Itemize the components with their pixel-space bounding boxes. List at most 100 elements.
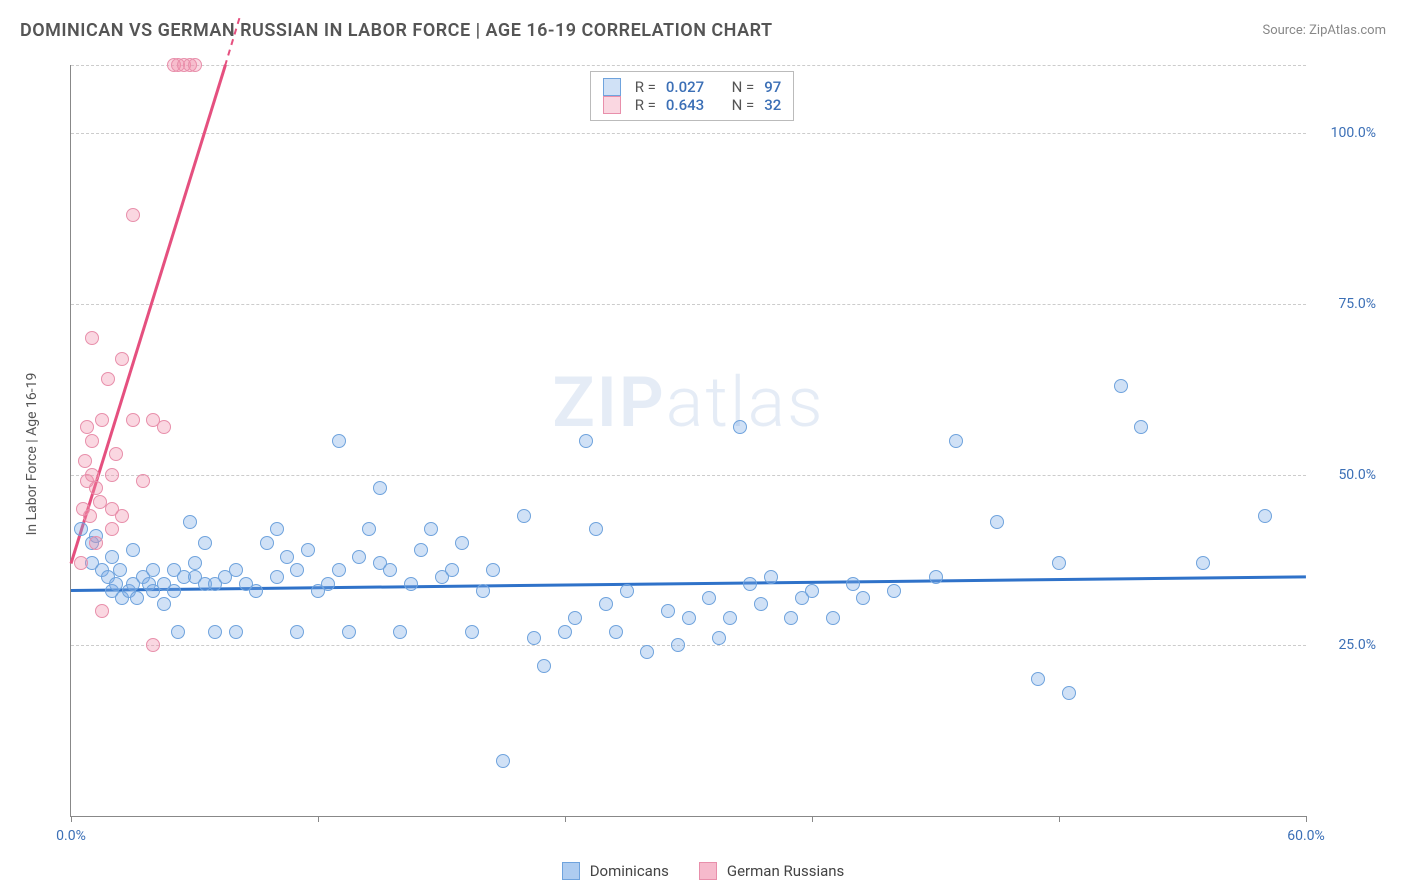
gridline <box>71 65 1306 66</box>
scatter-point <box>229 625 243 639</box>
scatter-point <box>1062 686 1076 700</box>
scatter-point <box>1114 379 1128 393</box>
scatter-point <box>856 591 870 605</box>
scatter-point <box>671 638 685 652</box>
scatter-point <box>362 522 376 536</box>
scatter-point <box>455 536 469 550</box>
scatter-point <box>85 434 99 448</box>
scatter-point <box>723 611 737 625</box>
scatter-point <box>105 468 119 482</box>
scatter-point <box>393 625 407 639</box>
scatter-point <box>1196 556 1210 570</box>
scatter-point <box>101 372 115 386</box>
x-tick <box>71 816 72 822</box>
scatter-point <box>171 625 185 639</box>
scatter-point <box>332 434 346 448</box>
watermark: ZIPatlas <box>552 362 824 444</box>
scatter-point <box>579 434 593 448</box>
swatch-blue <box>603 78 621 96</box>
scatter-point <box>784 611 798 625</box>
scatter-point <box>249 584 263 598</box>
scatter-point <box>115 352 129 366</box>
scatter-point <box>229 563 243 577</box>
scatter-point <box>113 563 127 577</box>
scatter-point <box>95 604 109 618</box>
scatter-point <box>764 570 778 584</box>
scatter-point <box>270 570 284 584</box>
scatter-point <box>80 420 94 434</box>
y-axis-title: In Labor Force | Age 16-19 <box>24 372 40 535</box>
x-tick <box>1306 816 1307 822</box>
scatter-point <box>609 625 623 639</box>
scatter-point <box>990 515 1004 529</box>
scatter-point <box>640 645 654 659</box>
scatter-point <box>188 556 202 570</box>
scatter-point <box>280 550 294 564</box>
scatter-point <box>126 543 140 557</box>
scatter-point <box>1031 672 1045 686</box>
scatter-point <box>136 474 150 488</box>
scatter-point <box>290 625 304 639</box>
scatter-point <box>352 550 366 564</box>
y-tick-label: 25.0% <box>1338 637 1376 653</box>
x-tick <box>565 816 566 822</box>
scatter-point <box>424 522 438 536</box>
bottom-legend: Dominicans German Russians <box>0 862 1406 880</box>
scatter-point <box>332 563 346 577</box>
scatter-point <box>496 754 510 768</box>
scatter-point <box>74 556 88 570</box>
scatter-point <box>733 420 747 434</box>
scatter-point <box>1134 420 1148 434</box>
scatter-point <box>109 447 123 461</box>
scatter-point <box>517 509 531 523</box>
scatter-point <box>445 563 459 577</box>
scatter-point <box>342 625 356 639</box>
scatter-point <box>1258 509 1272 523</box>
scatter-point <box>183 515 197 529</box>
scatter-point <box>83 509 97 523</box>
scatter-point <box>887 584 901 598</box>
legend-item-dominicans: Dominicans <box>562 862 669 880</box>
scatter-point <box>743 577 757 591</box>
scatter-point <box>208 625 222 639</box>
y-tick-label: 75.0% <box>1338 296 1376 312</box>
legend-item-german-russians: German Russians <box>699 862 844 880</box>
stats-row-1: R = 0.027 N = 97 <box>603 78 782 96</box>
scatter-point <box>682 611 696 625</box>
scatter-point <box>589 522 603 536</box>
scatter-point <box>537 659 551 673</box>
scatter-point <box>78 454 92 468</box>
chart-title: DOMINICAN VS GERMAN RUSSIAN IN LABOR FOR… <box>20 20 773 41</box>
y-tick-label: 50.0% <box>1338 467 1376 483</box>
scatter-point <box>321 577 335 591</box>
scatter-point <box>599 597 613 611</box>
gridline <box>71 645 1306 646</box>
scatter-point <box>558 625 572 639</box>
scatter-point <box>290 563 304 577</box>
scatter-point <box>527 631 541 645</box>
gridline <box>71 133 1306 134</box>
stats-box: R = 0.027 N = 97 R = 0.643 N = 32 <box>590 71 795 121</box>
legend-swatch-blue <box>562 862 580 880</box>
scatter-point <box>85 331 99 345</box>
scatter-point <box>146 638 160 652</box>
scatter-point <box>130 591 144 605</box>
scatter-point <box>115 509 129 523</box>
scatter-point <box>74 522 88 536</box>
scatter-point <box>301 543 315 557</box>
scatter-point <box>476 584 490 598</box>
scatter-point <box>754 597 768 611</box>
scatter-point <box>929 570 943 584</box>
scatter-point <box>805 584 819 598</box>
scatter-point <box>661 604 675 618</box>
scatter-point <box>702 591 716 605</box>
legend-label: German Russians <box>727 862 844 880</box>
scatter-plot: ZIPatlas R = 0.027 N = 97 R = 0.643 N = … <box>70 65 1306 817</box>
scatter-point <box>260 536 274 550</box>
scatter-point <box>89 481 103 495</box>
scatter-point <box>826 611 840 625</box>
scatter-point <box>157 420 171 434</box>
swatch-pink <box>603 96 621 114</box>
scatter-point <box>383 563 397 577</box>
scatter-point <box>1052 556 1066 570</box>
